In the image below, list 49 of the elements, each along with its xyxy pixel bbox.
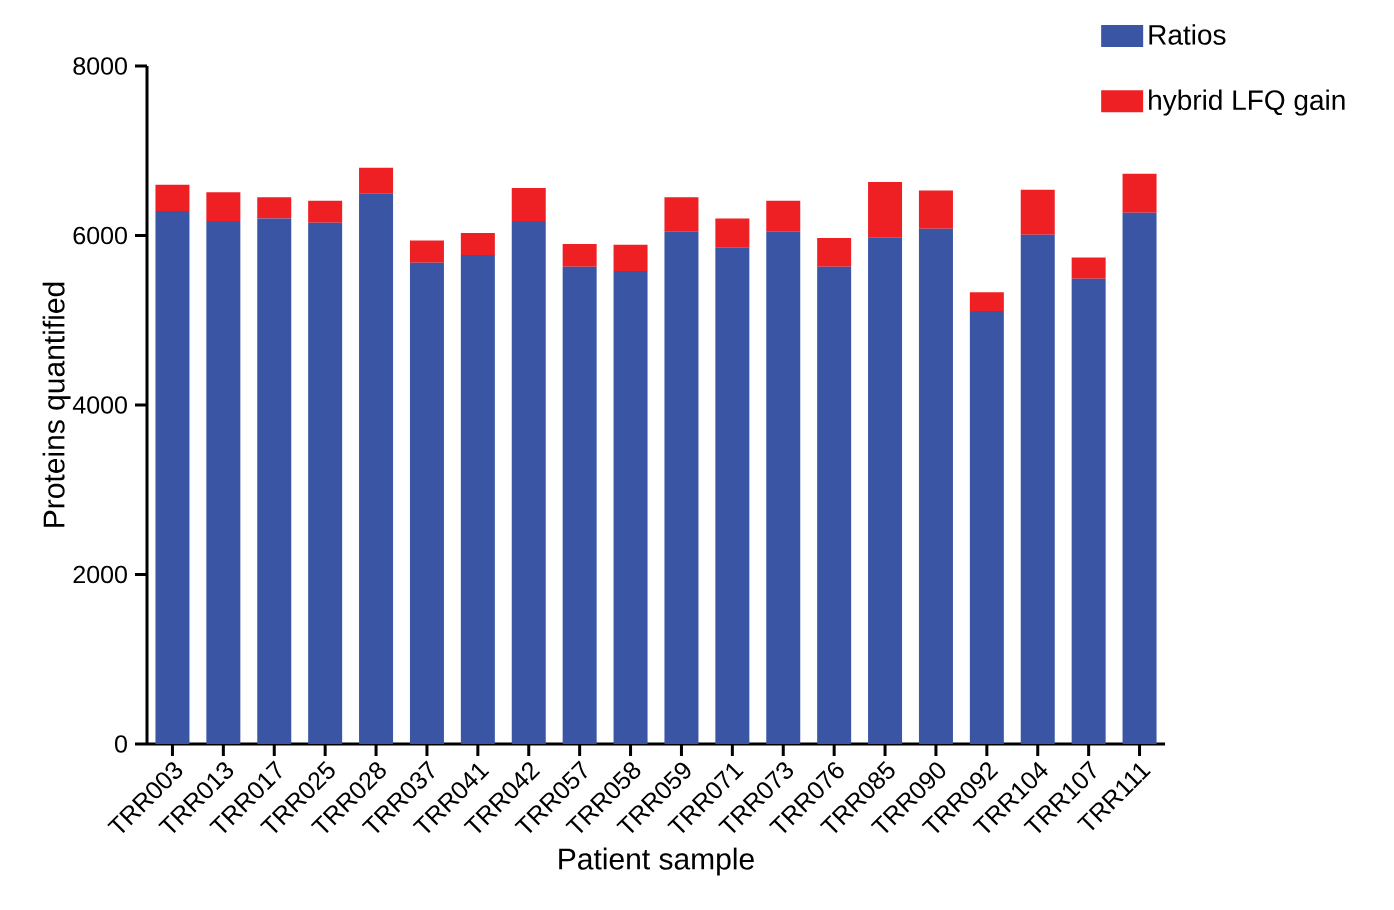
bar bbox=[664, 231, 699, 744]
bar bbox=[817, 266, 852, 744]
bar bbox=[766, 200, 801, 232]
bar bbox=[918, 228, 953, 744]
bar bbox=[460, 255, 495, 744]
legend-label: Ratios bbox=[1149, 24, 1226, 45]
bar bbox=[1020, 189, 1055, 235]
bar bbox=[1071, 278, 1106, 744]
x-axis-title: Patient sample bbox=[559, 847, 754, 876]
bar bbox=[969, 310, 1004, 744]
y-tick-label: 2000 bbox=[73, 565, 127, 584]
bar bbox=[1122, 173, 1157, 213]
y-tick-label: 0 bbox=[115, 735, 127, 753]
bar bbox=[715, 247, 750, 744]
bar bbox=[308, 200, 343, 223]
bar bbox=[155, 184, 190, 211]
bar bbox=[868, 237, 903, 744]
y-tick-label: 8000 bbox=[73, 57, 127, 75]
bar bbox=[1122, 212, 1157, 744]
y-tick-label: 6000 bbox=[73, 226, 127, 245]
bar bbox=[359, 167, 394, 194]
bar bbox=[613, 271, 648, 744]
bar bbox=[409, 240, 444, 263]
bar bbox=[613, 244, 648, 272]
legend-label: hybrid LFQ gain bbox=[1149, 89, 1345, 116]
y-axis-title: Proteins quantified bbox=[42, 282, 71, 527]
bar bbox=[1071, 257, 1106, 279]
bar bbox=[918, 190, 953, 229]
bar bbox=[715, 218, 750, 248]
bar bbox=[1020, 234, 1055, 744]
bar bbox=[766, 231, 801, 744]
bar bbox=[664, 197, 699, 232]
bar bbox=[817, 238, 852, 267]
bar bbox=[868, 182, 903, 238]
bar bbox=[969, 292, 1004, 311]
bar bbox=[359, 193, 394, 744]
bar bbox=[562, 266, 597, 744]
bar bbox=[206, 192, 241, 222]
bar bbox=[460, 232, 495, 255]
y-tick-label: 4000 bbox=[72, 396, 127, 414]
bar bbox=[257, 218, 292, 744]
bar bbox=[206, 221, 241, 744]
bar bbox=[308, 222, 343, 744]
bar bbox=[257, 197, 292, 219]
bar bbox=[511, 221, 546, 744]
bar bbox=[511, 188, 546, 222]
bar bbox=[155, 210, 190, 744]
bar bbox=[409, 262, 444, 744]
bar bbox=[562, 243, 597, 267]
